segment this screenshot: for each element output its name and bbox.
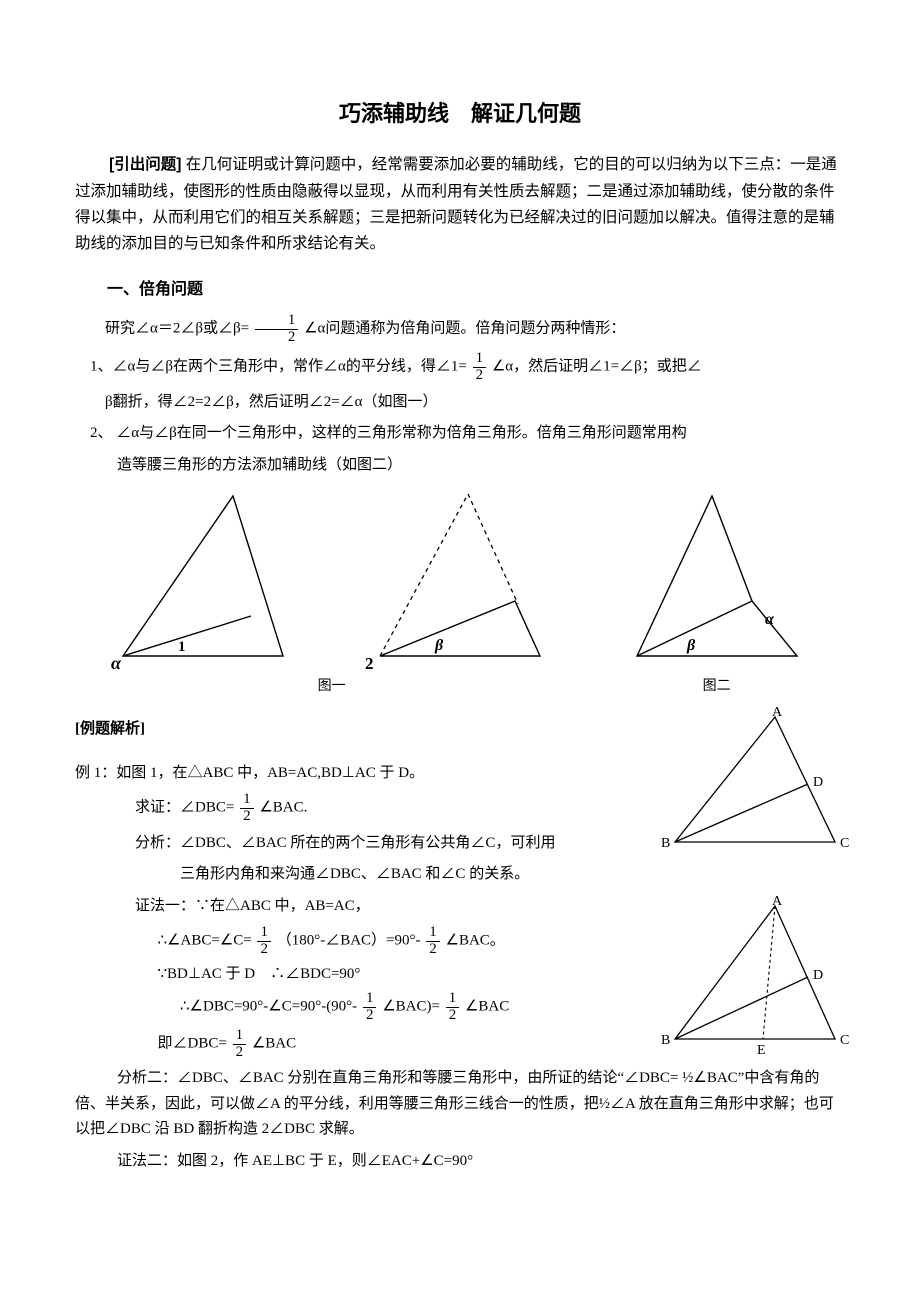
intro-label: [引出问题] <box>109 156 181 173</box>
para-definition: 研究∠α＝2∠β或∠β= 12 ∠α问题通称为倍角问题。倍角问题分两种情形： <box>75 313 845 346</box>
intro-paragraph: [引出问题] 在几何证明或计算问题中，经常需要添加必要的辅助线，它的目的可以归纳… <box>75 152 845 257</box>
fraction-icon: 12 <box>257 925 271 958</box>
svg-text:2: 2 <box>365 654 374 671</box>
caption-fig1: 图一 <box>75 675 588 699</box>
fraction-icon: 12 <box>473 351 487 384</box>
example1-figure2: A D B C E <box>655 894 855 1069</box>
svg-text:D: D <box>813 968 823 983</box>
svg-text:C: C <box>840 836 849 851</box>
page-title: 巧添辅助线 解证几何题 <box>75 95 845 132</box>
svg-text:α: α <box>765 611 775 628</box>
svg-text:α: α <box>111 653 122 671</box>
para-case2-line1: 2、 ∠α与∠β在同一个三角形中，这样的三角形常称为倍角三角形。倍角三角形问题常… <box>75 421 845 447</box>
svg-text:A: A <box>772 707 783 720</box>
analysis2: 分析二：∠DBC、∠BAC 分别在直角三角形和等腰三角形中，由所证的结论“∠DB… <box>75 1066 845 1143</box>
fraction-icon: 12 <box>240 792 254 825</box>
svg-text:1: 1 <box>178 639 186 655</box>
svg-text:D: D <box>813 775 823 790</box>
svg-text:β: β <box>434 637 444 654</box>
example1-figure: A D B C <box>655 707 855 867</box>
fraction-icon: 12 <box>446 991 460 1024</box>
triangle-double-icon: β α <box>617 486 817 671</box>
svg-text:C: C <box>840 1033 849 1048</box>
section-1-title: 一、倍角问题 <box>75 276 845 303</box>
triangle-alpha-icon: α 1 <box>103 486 303 671</box>
para-case1-line2: β翻折，得∠2=2∠β，然后证明∠2=∠α（如图一） <box>75 390 845 416</box>
figure-captions: 图一 图二 <box>75 675 845 699</box>
para-case2-line2: 造等腰三角形的方法添加辅助线（如图二） <box>75 453 845 479</box>
svg-text:β: β <box>686 637 696 654</box>
para-case1-line1: 1、∠α与∠β在两个三角形中，常作∠α的平分线，得∠1= 12 ∠α，然后证明∠… <box>75 351 845 384</box>
fraction-icon: 12 <box>426 925 440 958</box>
fraction-icon: 12 <box>233 1028 247 1061</box>
proof2-head: 证法二：如图 2，作 AE⊥BC 于 E，则∠EAC+∠C=90° <box>75 1149 845 1175</box>
fraction-icon: 12 <box>363 991 377 1024</box>
svg-text:B: B <box>661 836 670 851</box>
figure-row: α 1 2 β β α <box>75 486 845 671</box>
svg-text:E: E <box>757 1043 766 1058</box>
caption-fig2: 图二 <box>588 675 845 699</box>
svg-text:A: A <box>772 894 783 909</box>
svg-text:B: B <box>661 1033 670 1048</box>
intro-text: 在几何证明或计算问题中，经常需要添加必要的辅助线，它的目的可以归纳为以下三点：一… <box>75 156 837 252</box>
triangle-beta-icon: 2 β <box>360 486 560 671</box>
fraction-icon: 12 <box>255 313 299 346</box>
